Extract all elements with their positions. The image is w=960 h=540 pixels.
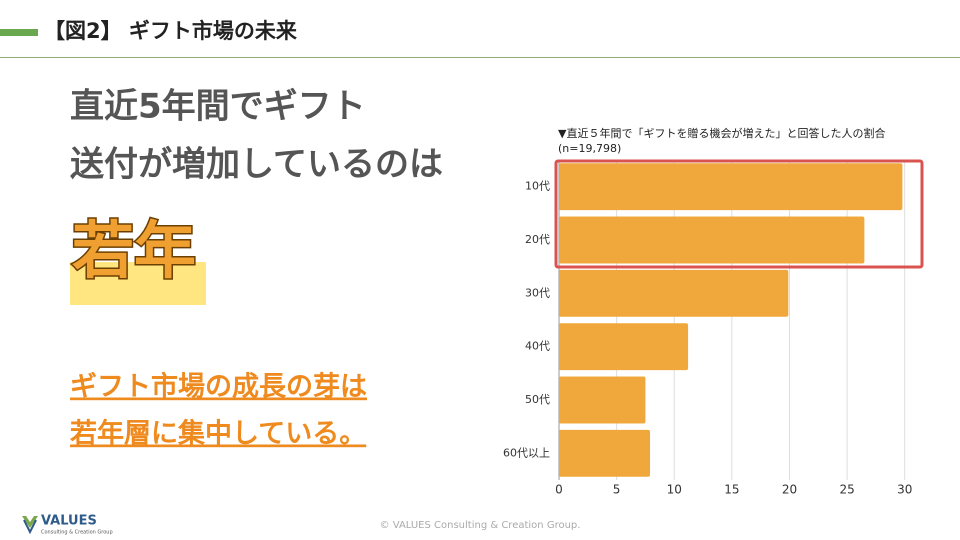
y-tick-label: 60代以上 [503,446,550,459]
x-tick-label: 15 [724,483,739,497]
y-tick-label: 10代 [525,180,550,193]
highlight-text: 若年 [72,214,196,287]
chart-title: ▼直近５年間で「ギフトを贈る機会が増えた」と回答した人の割合 [558,126,885,140]
y-tick-label: 30代 [525,286,550,299]
bar [559,163,903,211]
bar [559,323,689,371]
bar [559,429,651,477]
x-tick-label: 5 [613,483,621,497]
logo-mark [22,516,38,528]
x-tick-label: 0 [555,483,563,497]
header-title: 【図2】 ギフト市場の未来 [44,19,298,43]
bar [559,216,865,264]
highlight-marker [70,262,206,305]
logo-tagline: Consulting & Creation Group [41,530,113,536]
headline-line: 送付が増加しているのは [70,145,443,185]
logo-name: VALUES [41,514,97,529]
x-tick-label: 20 [782,483,797,497]
logo-mark [23,519,37,535]
y-tick-label: 40代 [525,340,550,353]
bar [559,376,646,424]
x-tick-label: 10 [667,483,682,497]
y-tick-label: 20代 [525,233,550,246]
note-line: 若年層に集中している。 [70,418,366,450]
x-tick-label: 25 [839,483,854,497]
chart-subtitle: (n=19,798) [558,142,621,155]
emphasis-box [554,159,924,269]
plot: 0 5 10 15 20 25 30 10代 20代 30代 40代 50代 60代以上 [503,160,912,497]
note-line: ギフト市場の成長の芽は [70,371,367,403]
headline-line: 直近5年間でギフト [70,87,366,127]
y-tick-label: 50代 [525,393,550,406]
header-accent [0,29,38,36]
x-tick-label: 30 [897,483,912,497]
footer: © VALUES Consulting & Creation Group. [380,520,581,531]
bar [559,269,789,317]
